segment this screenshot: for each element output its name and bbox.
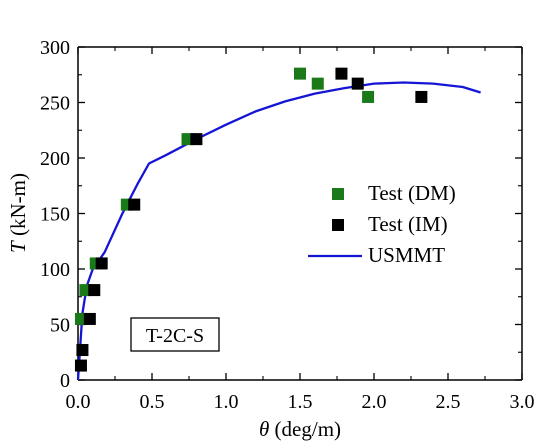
- x-tick-label: 1.5: [288, 391, 313, 413]
- x-tick-label: 0.5: [140, 391, 165, 413]
- y-tick-label: 100: [40, 259, 70, 281]
- test-im-point: [83, 312, 96, 325]
- x-tick-label: 2.5: [436, 391, 461, 413]
- y-tick-label: 250: [40, 93, 70, 115]
- y-tick-label: 50: [50, 315, 70, 337]
- test-im-point: [95, 257, 108, 270]
- y-axis-symbol: T: [6, 240, 30, 253]
- test-im-point: [190, 133, 203, 146]
- x-tick-label: 2.0: [362, 391, 387, 413]
- test-im-point: [74, 359, 87, 372]
- x-tick-label: 0.0: [66, 391, 91, 413]
- x-axis-title: θ (deg/m): [259, 417, 341, 441]
- y-tick-label: 0: [60, 370, 70, 392]
- legend-label: Test (IM): [368, 212, 448, 236]
- y-tick-label: 150: [40, 204, 70, 226]
- legend-label: USMMT: [368, 243, 445, 267]
- legend: Test (DM) Test (IM) USMMT: [308, 181, 456, 267]
- test-im-point: [351, 77, 364, 90]
- annotation-text: T-2C-S: [146, 325, 204, 347]
- legend-swatch-test-dm: [332, 188, 344, 200]
- test-im-point: [76, 344, 89, 357]
- x-axis-symbol: θ: [259, 417, 269, 441]
- test-im-point: [335, 67, 348, 80]
- tick-labels: 0.0 0.5 1.0 1.5 2.0 2.5 3.0 0 50 100 150 200 250 300: [40, 37, 535, 413]
- x-axis-unit: (deg/m): [269, 417, 341, 441]
- x-tick-label: 3.0: [510, 391, 535, 413]
- test-dm-point: [294, 67, 306, 80]
- x-tick-label: 1.0: [214, 391, 239, 413]
- y-axis-title: T (kN-m): [6, 173, 30, 253]
- test-dm-point: [311, 77, 324, 90]
- marker-layer: [74, 67, 428, 372]
- legend-label: Test (DM): [368, 181, 456, 205]
- test-im-point: [88, 284, 101, 297]
- test-dm-point: [362, 90, 375, 103]
- annotation-box: T-2C-S: [130, 317, 220, 352]
- y-tick-label: 300: [40, 37, 70, 59]
- test-im-point: [128, 198, 141, 211]
- annotation-frame: [130, 317, 220, 352]
- ticks: [77, 46, 523, 381]
- y-axis-unit: (kN-m): [6, 173, 30, 241]
- y-tick-label: 200: [40, 148, 70, 170]
- test-im-point: [415, 90, 428, 103]
- legend-swatch-test-im: [332, 219, 344, 231]
